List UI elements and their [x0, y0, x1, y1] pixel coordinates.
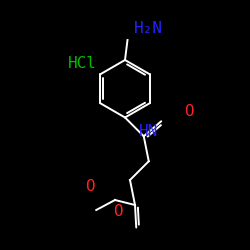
Text: O: O	[113, 204, 122, 219]
Text: O: O	[85, 179, 95, 194]
Text: H₂N: H₂N	[134, 21, 162, 36]
Text: O: O	[184, 104, 194, 119]
Text: HN: HN	[139, 124, 158, 139]
Text: HCl: HCl	[68, 56, 96, 71]
